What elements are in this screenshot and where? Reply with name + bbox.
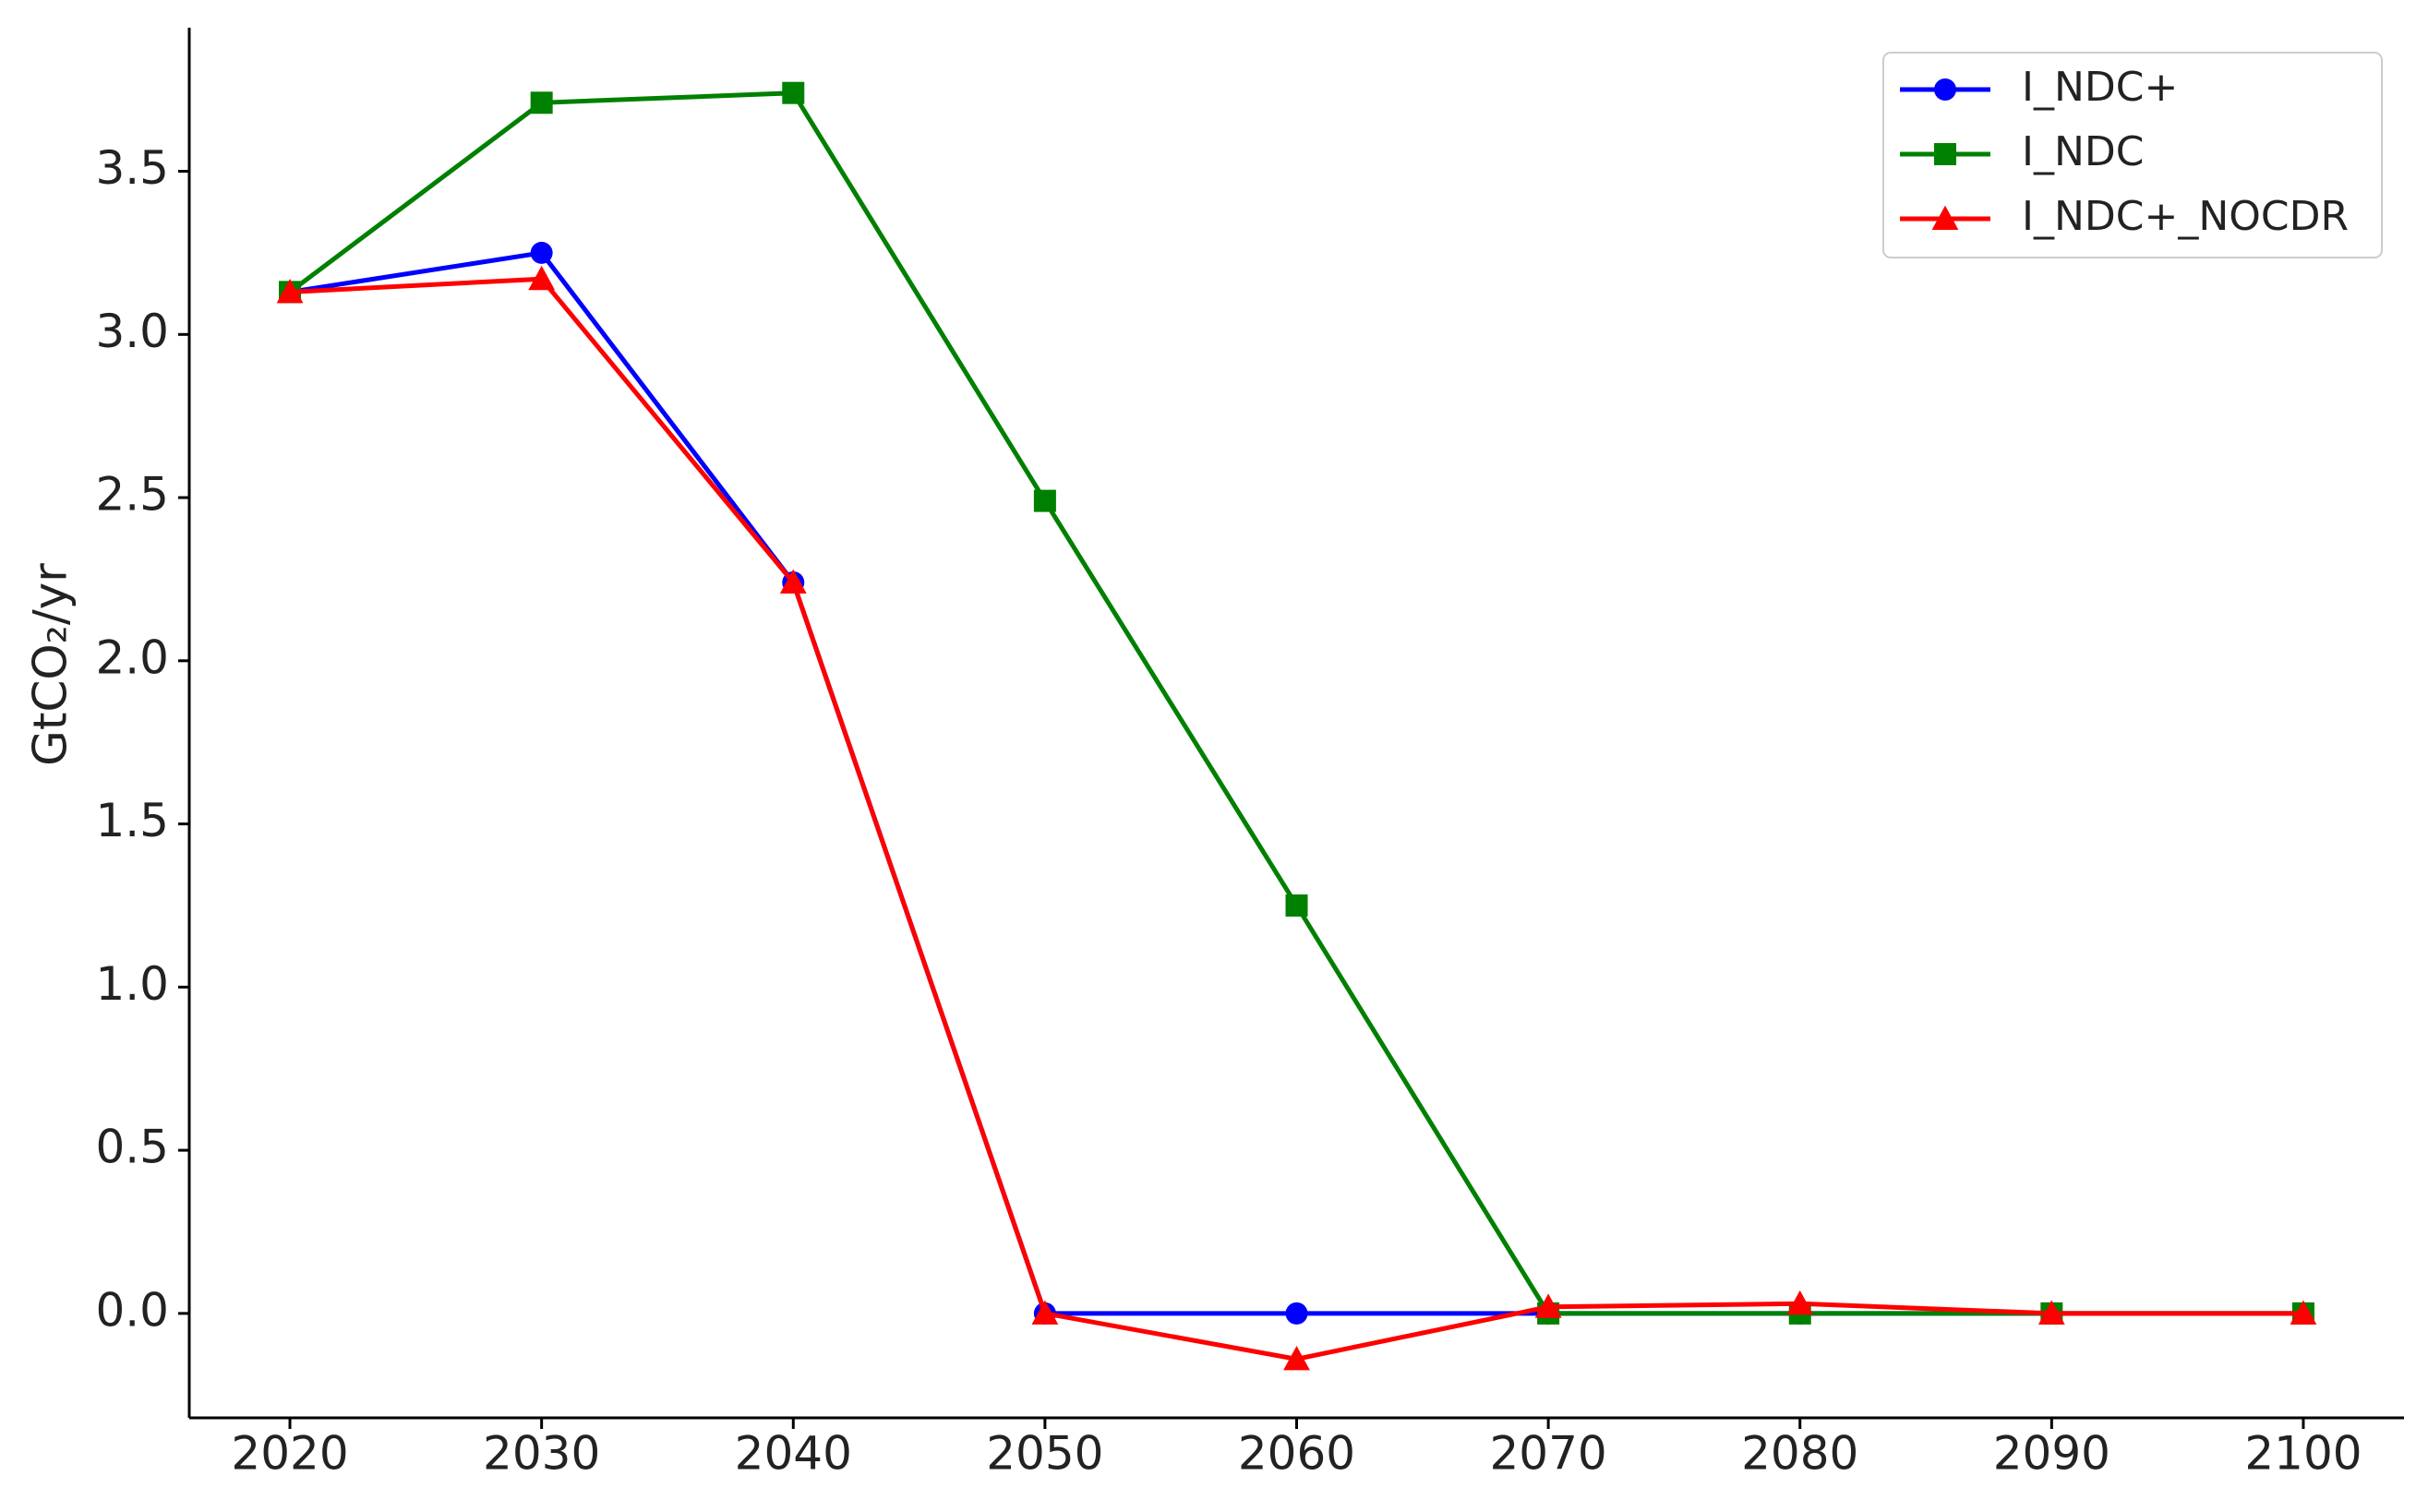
series-line	[289, 276, 2303, 1362]
marker	[1934, 143, 1956, 165]
marker	[1283, 1345, 1310, 1371]
y-tick-label: 0.5	[95, 1121, 169, 1174]
legend-label: I_NDC+_NOCDR	[2022, 193, 2349, 240]
x-tick-label: 2090	[1993, 1427, 2110, 1481]
legend-label: I_NDC+	[2022, 64, 2178, 111]
marker	[1285, 894, 1308, 917]
marker	[528, 265, 556, 291]
x-tick-label: 2060	[1238, 1427, 1355, 1481]
marker	[782, 81, 805, 104]
y-tick-label: 1.0	[95, 957, 169, 1011]
x-tick-label: 2040	[735, 1427, 852, 1481]
y-tick-label: 0.0	[95, 1283, 169, 1337]
marker	[1534, 1293, 1562, 1318]
y-tick-label: 2.5	[95, 468, 169, 522]
x-tick-label: 2070	[1489, 1427, 1606, 1481]
y-tick-label: 1.5	[95, 794, 169, 847]
legend: I_NDC+ I_NDC I_NDC+_NOCDR	[1882, 52, 2383, 258]
marker	[2290, 1300, 2317, 1325]
marker	[1931, 205, 1959, 230]
x-tick-label: 2030	[483, 1427, 600, 1481]
series-line	[289, 250, 2303, 1316]
y-tick-label: 3.0	[95, 305, 169, 358]
marker	[1031, 1300, 1059, 1325]
marker	[779, 569, 807, 594]
legend-box	[1882, 52, 2383, 258]
marker	[530, 241, 553, 264]
marker	[1934, 78, 1956, 101]
marker	[1033, 489, 1056, 512]
y-tick-label: 3.5	[95, 141, 169, 195]
marker	[1786, 1290, 1814, 1315]
legend-label: I_NDC	[2022, 128, 2145, 175]
x-tick-label: 2050	[986, 1427, 1103, 1481]
x-tick-label: 2080	[1741, 1427, 1858, 1481]
y-axis-label: GtCO₂/yr	[24, 563, 78, 766]
marker	[1285, 1302, 1308, 1325]
x-tick-label: 2100	[2244, 1427, 2362, 1481]
marker	[2037, 1300, 2065, 1325]
marker	[530, 91, 553, 114]
series-line	[288, 90, 2303, 1316]
y-tick-label: 2.0	[95, 630, 169, 684]
x-tick-label: 2020	[231, 1427, 348, 1481]
marker	[276, 278, 304, 304]
